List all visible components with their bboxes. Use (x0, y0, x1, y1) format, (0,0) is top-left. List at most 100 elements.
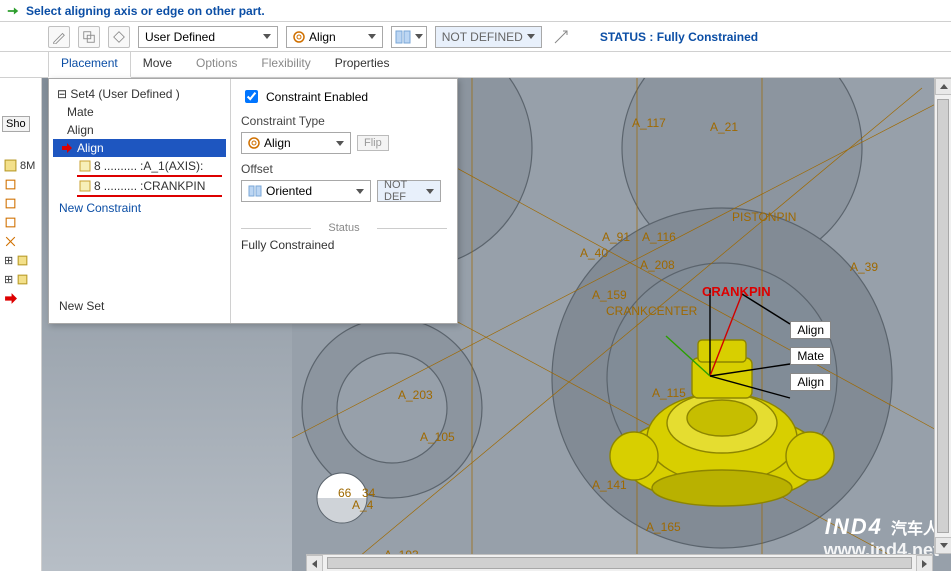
scroll-down-icon[interactable] (935, 537, 951, 554)
arrow-right-icon (61, 142, 73, 154)
axis-label: A_203 (398, 388, 433, 402)
new-constraint[interactable]: New Constraint (53, 197, 226, 219)
field-value: NOT DEFINED (442, 30, 523, 44)
tree-item[interactable] (0, 232, 41, 251)
scroll-thumb[interactable] (937, 99, 949, 533)
axis-label: A_105 (420, 430, 455, 444)
align-icon (248, 137, 260, 149)
tool-icon-1[interactable] (48, 26, 70, 48)
scroll-left-icon[interactable] (306, 555, 323, 571)
crankcenter-label: CRANKCENTER (606, 304, 697, 318)
tag-mate: Mate (790, 347, 831, 365)
scroll-up-icon[interactable] (935, 78, 951, 95)
constraint-props: Constraint Enabled Constraint Type Align… (231, 79, 457, 323)
axis-label: A_159 (592, 288, 627, 302)
axis-label: 66 (338, 486, 351, 500)
offset-value-select[interactable]: NOT DEF (377, 180, 441, 202)
offset-icon (395, 30, 411, 44)
constraint-tree: ⊟ Set4 (User Defined ) Mate Align Align … (49, 79, 231, 323)
hint-text: Select aligning axis or edge on other pa… (26, 4, 265, 18)
select-value: Align (264, 136, 291, 150)
checkbox-label: Constraint Enabled (266, 90, 368, 104)
offset-select[interactable]: Oriented (241, 180, 371, 202)
status-value: Fully Constrained (241, 238, 447, 252)
ref-crankpin[interactable]: 8..........:CRANKPIN (53, 177, 226, 195)
constraint-mate[interactable]: Mate (53, 103, 226, 121)
tree-item[interactable] (0, 213, 41, 232)
chevron-down-icon (356, 189, 364, 194)
chevron-down-icon (263, 34, 271, 39)
axis-label: A_165 (646, 520, 681, 534)
crankpin-label: CRANKPIN (702, 284, 771, 299)
horizontal-scrollbar[interactable] (306, 554, 933, 571)
placement-panel: ⊟ Set4 (User Defined ) Mate Align Align … (48, 78, 458, 324)
tool-icon-2[interactable] (78, 26, 100, 48)
dropdown-label: User Defined (145, 30, 215, 44)
ref-axis[interactable]: 8..........:A_1(AXIS): (53, 157, 226, 175)
vertical-scrollbar[interactable] (934, 78, 951, 554)
ref-icon (79, 180, 91, 192)
axis-label: A_116 (642, 230, 676, 244)
tab-properties[interactable]: Properties (323, 52, 402, 77)
chevron-down-icon (368, 34, 376, 39)
axis-label: 34 (362, 486, 375, 500)
hint-bar: Select aligning axis or edge on other pa… (0, 0, 951, 22)
tag-align: Align (790, 321, 831, 339)
show-button[interactable]: Sho (2, 116, 30, 132)
offset-icon (248, 185, 262, 197)
chevron-down-icon (527, 34, 535, 39)
axis-label: A_4 (352, 498, 373, 512)
axis-label: A_141 (592, 478, 627, 492)
offset-label: Offset (241, 162, 447, 176)
checkbox[interactable] (245, 90, 258, 103)
chevron-down-icon (336, 141, 344, 146)
axis-label: A_208 (640, 258, 675, 272)
constraint-align[interactable]: Align (53, 121, 226, 139)
tabs: Placement Move Options Flexibility Prope… (0, 52, 951, 78)
axis-label: A_117 (632, 116, 666, 130)
tab-options: Options (184, 52, 249, 77)
arrow-right-icon (6, 4, 20, 18)
tab-move[interactable]: Move (131, 52, 184, 77)
scroll-thumb[interactable] (327, 557, 912, 569)
tool-icon-3[interactable] (108, 26, 130, 48)
flip-button[interactable]: Flip (357, 135, 389, 151)
constraint-type-select[interactable]: Align (241, 132, 351, 154)
tree-item[interactable] (0, 194, 41, 213)
status-separator: Status (241, 222, 447, 234)
tree-item[interactable]: ⊞ (0, 251, 41, 270)
axis-label: A_91 (602, 230, 630, 244)
new-set[interactable]: New Set (55, 297, 108, 315)
offset-value-field[interactable]: NOT DEFINED (435, 26, 542, 48)
align-icon (293, 31, 305, 43)
offset-mode-dropdown[interactable] (391, 26, 427, 48)
chevron-down-icon (426, 189, 434, 194)
select-value: Oriented (266, 184, 312, 198)
tag-align: Align (790, 373, 831, 391)
constraint-set-dropdown[interactable]: User Defined (138, 26, 278, 48)
tab-flexibility: Flexibility (249, 52, 322, 77)
chevron-down-icon (415, 34, 423, 39)
constraint-type-dropdown[interactable]: Align (286, 26, 383, 48)
axis-label: A_115 (652, 386, 686, 400)
ref-icon (79, 160, 91, 172)
axis-label: A_39 (850, 260, 878, 274)
pistonpin-label: PISTONPIN (732, 210, 796, 224)
tree-insert-here[interactable] (0, 289, 41, 308)
constraint-enabled-checkbox[interactable]: Constraint Enabled (241, 87, 447, 106)
constraint-type-label: Constraint Type (241, 114, 447, 128)
orient-toggle-icon[interactable] (550, 26, 572, 48)
constraint-align-selected[interactable]: Align (53, 139, 226, 157)
tree-item[interactable] (0, 175, 41, 194)
axis-label: A_40 (580, 246, 608, 260)
tree-item[interactable]: ⊞ (0, 270, 41, 289)
toolbar: User Defined Align NOT DEFINED STATUS : … (0, 22, 951, 52)
set-node[interactable]: ⊟ Set4 (User Defined ) (53, 85, 226, 103)
dropdown-label: Align (309, 30, 336, 44)
select-value: NOT DEF (384, 179, 418, 203)
model-tree: Sho 8M ⊞ ⊞ (0, 78, 42, 571)
status-text: STATUS : Fully Constrained (600, 30, 758, 44)
tree-root[interactable]: 8M (0, 156, 41, 175)
tab-placement[interactable]: Placement (48, 52, 131, 78)
scroll-right-icon[interactable] (916, 555, 933, 571)
